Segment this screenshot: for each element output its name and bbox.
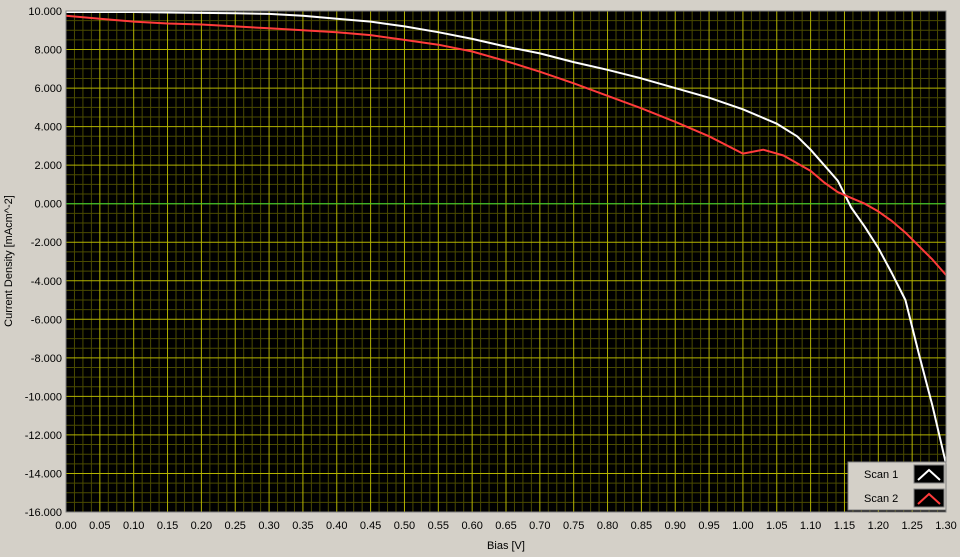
- x-tick-label: 0.00: [55, 520, 76, 532]
- y-tick-label: -8.000: [31, 353, 62, 365]
- legend-line-scan-2: [917, 492, 941, 505]
- y-tick-label: -4.000: [31, 276, 62, 288]
- y-tick-label: 6.000: [34, 83, 62, 95]
- legend-label-scan-2: Scan 2: [864, 493, 898, 505]
- x-tick-label: 0.10: [123, 520, 144, 532]
- x-tick-label: 1.30: [935, 520, 956, 532]
- y-tick-label: -6.000: [31, 314, 62, 326]
- legend-label-scan-1: Scan 1: [864, 469, 898, 481]
- y-tick-label: 8.000: [34, 45, 62, 57]
- y-axis-title: Current Density [mAcm^-2]: [3, 195, 15, 327]
- x-tick-label: 1.20: [868, 520, 889, 532]
- series-line-scan-2: [65, 14, 947, 276]
- x-tick-label: 0.20: [191, 520, 212, 532]
- x-tick-label: 0.40: [326, 520, 347, 532]
- x-tick-label: 0.90: [665, 520, 686, 532]
- x-tick-label: 0.15: [157, 520, 178, 532]
- x-tick-label: 0.85: [631, 520, 652, 532]
- x-tick-label: 0.70: [529, 520, 550, 532]
- x-tick-label: 1.05: [766, 520, 787, 532]
- y-tick-label: 0.000: [34, 199, 62, 211]
- y-tick-label: -2.000: [31, 237, 62, 249]
- legend-swatch-scan-2: [913, 488, 945, 508]
- y-tick-label: -14.000: [25, 468, 62, 480]
- y-tick-label: -16.000: [25, 507, 62, 519]
- y-tick-labels: 10.000 8.000 6.000 4.000 2.000 0.000 -2.000 -4.…: [25, 6, 62, 519]
- y-tick-label: -12.000: [25, 430, 62, 442]
- legend: Scan 1 Scan 2: [847, 461, 947, 511]
- x-tick-label: 0.05: [89, 520, 110, 532]
- x-tick-label: 0.95: [698, 520, 719, 532]
- x-tick-label: 0.75: [563, 520, 584, 532]
- x-tick-label: 0.55: [428, 520, 449, 532]
- x-tick-label: 0.65: [495, 520, 516, 532]
- x-tick-label: 0.60: [461, 520, 482, 532]
- y-tick-label: 2.000: [34, 160, 62, 172]
- x-tick-label: 0.35: [292, 520, 313, 532]
- x-tick-label: 0.50: [394, 520, 415, 532]
- series-lines: [65, 11, 947, 465]
- legend-swatch-scan-1: [913, 464, 945, 484]
- x-tick-label: 0.25: [225, 520, 246, 532]
- x-tick-label: 1.25: [901, 520, 922, 532]
- x-tick-label: 0.45: [360, 520, 381, 532]
- y-tick-label: 10.000: [28, 6, 62, 18]
- x-tick-label: 1.10: [800, 520, 821, 532]
- y-tick-label: -10.000: [25, 391, 62, 403]
- legend-line-scan-1: [917, 468, 941, 481]
- series-line-scan-1: [66, 11, 947, 465]
- x-tick-label: 0.80: [597, 520, 618, 532]
- plot-border: [65, 10, 947, 513]
- x-axis-title: Bias [V]: [487, 540, 525, 552]
- x-tick-label: 0.30: [258, 520, 279, 532]
- y-tick-label: 4.000: [34, 122, 62, 134]
- x-tick-label: 1.15: [834, 520, 855, 532]
- x-tick-label: 1.00: [732, 520, 753, 532]
- x-tick-labels: 0.00 0.05 0.10 0.15 0.20 0.25 0.30 0.35 0.40 0.45…: [55, 520, 956, 532]
